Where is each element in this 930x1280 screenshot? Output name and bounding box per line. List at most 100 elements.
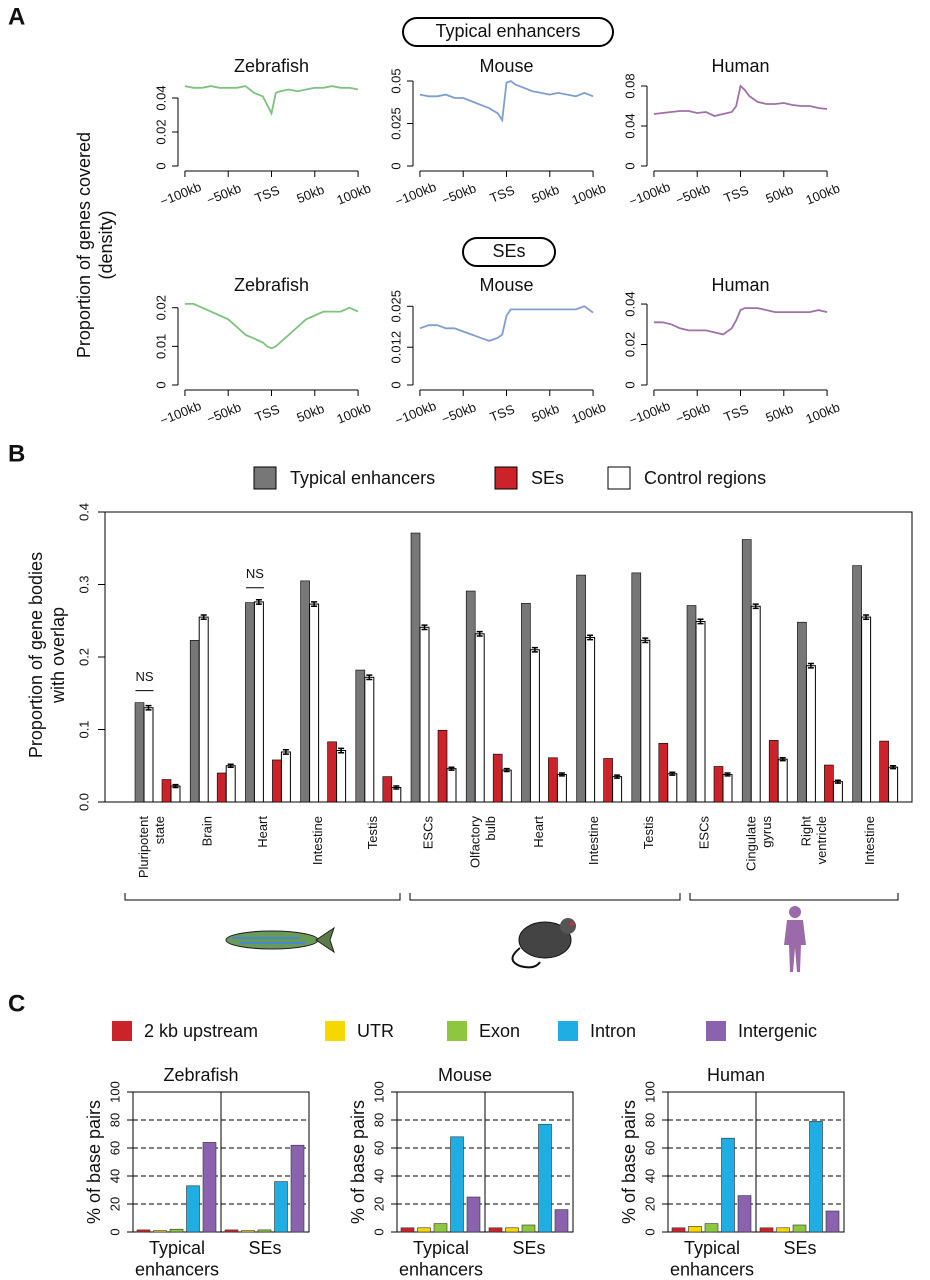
control-bar: [364, 676, 375, 803]
y-tick-label: 0: [371, 1228, 386, 1235]
bar: [169, 1228, 184, 1233]
error-bar: [448, 766, 455, 771]
bar: [792, 1224, 807, 1233]
x-tick-label: −50kb: [439, 399, 478, 426]
y-tick-label: 80: [371, 1113, 386, 1127]
y-tick-label: 0: [388, 381, 403, 388]
error-bar: [145, 704, 152, 711]
bar: [465, 590, 476, 803]
error-bar: [752, 603, 759, 610]
chart-title: Zebrafish: [234, 275, 309, 295]
panel-label: B: [8, 440, 25, 467]
y-tick-label: 80: [107, 1113, 122, 1127]
y-tick-label: 0: [153, 381, 168, 388]
bar: [737, 1195, 752, 1233]
x-tick-label: −100kb: [627, 398, 673, 428]
bar: [538, 1123, 552, 1233]
x-tick-label: Olfactorybulb: [468, 816, 499, 869]
y-tick-label: 0.012: [388, 331, 403, 364]
chart-title: Mouse: [479, 56, 533, 76]
x-tick-label: Cingulategyrus: [744, 816, 775, 871]
legend-label: Intron: [590, 1021, 636, 1041]
y-tick-label: 100: [371, 1081, 386, 1103]
bar: [776, 1227, 790, 1233]
bar: [713, 766, 724, 803]
legend-swatch: [253, 466, 277, 490]
x-tick-label: TSS: [722, 182, 751, 206]
bar: [410, 532, 421, 803]
plot-frame: [104, 511, 913, 803]
bar: [576, 574, 586, 803]
y-tick-label: 100: [107, 1081, 122, 1103]
x-tick-label: TSS: [253, 182, 282, 206]
error-bar: [724, 772, 731, 777]
bar: [153, 1230, 167, 1233]
y-tick-label: 0.2: [76, 648, 91, 666]
x-tick-label: Intestine: [862, 816, 877, 865]
legend-swatch: [112, 1021, 132, 1041]
error-bar: [200, 614, 207, 621]
control-bar: [556, 773, 567, 803]
bar: [671, 1227, 686, 1233]
x-tick-label: ESCs: [420, 816, 435, 850]
y-tick-label: 0.02: [622, 332, 637, 357]
control-bar: [170, 785, 181, 803]
error-bar: [779, 757, 786, 762]
bar: [631, 572, 642, 803]
error-bar: [503, 767, 510, 773]
x-tick-label: Intestine: [586, 816, 601, 865]
bar: [274, 1181, 288, 1233]
bar: [704, 1223, 719, 1233]
bar: [450, 1136, 464, 1233]
y-axis-label: % of base pairs: [84, 1100, 104, 1224]
error-bar: [669, 771, 676, 776]
panel-label: A: [8, 3, 25, 30]
annotation: NS: [246, 566, 264, 581]
x-tick-label: −100kb: [393, 398, 439, 428]
bar: [825, 1210, 840, 1233]
x-tick-label: 100kb: [569, 399, 607, 426]
y-tick-label: 0: [642, 1228, 657, 1235]
x-tick-label: 50kb: [530, 401, 562, 425]
y-tick-label: 0.04: [153, 85, 168, 110]
panel-label: C: [8, 990, 25, 1017]
bar: [202, 1142, 217, 1233]
x-tick-label: 50kb: [295, 182, 327, 206]
control-bar: [446, 768, 457, 803]
bar: [505, 1227, 519, 1233]
row-header: Typical enhancers: [435, 21, 580, 41]
y-tick-label: 0.08: [622, 73, 637, 98]
row-header: SEs: [492, 241, 525, 261]
bar: [768, 740, 779, 803]
x-tick-label: SEs: [783, 1238, 816, 1258]
x-tick-label: Testis: [641, 816, 656, 850]
error-bar: [614, 774, 621, 779]
header-box: [402, 17, 614, 47]
x-tick-label: TSS: [253, 401, 282, 425]
density-line: [653, 307, 828, 336]
bar: [241, 1230, 255, 1233]
bar: [658, 742, 669, 803]
bar: [433, 1223, 448, 1233]
bar: [488, 1227, 503, 1233]
bar: [272, 759, 282, 803]
x-tick-label: TSS: [488, 401, 517, 425]
y-tick-label: 0: [622, 381, 637, 388]
density-line: [419, 305, 594, 342]
y-tick-label: 60: [371, 1141, 386, 1155]
x-tick-label: Brain: [200, 816, 215, 846]
error-bar: [863, 614, 870, 621]
error-bar: [393, 785, 400, 790]
y-tick-label: 20: [107, 1197, 122, 1211]
x-tick-label: SEs: [512, 1238, 545, 1258]
x-tick-label: 50kb: [295, 401, 327, 425]
control-bar: [750, 605, 761, 803]
bar: [759, 1227, 774, 1233]
control-bar: [640, 639, 651, 803]
bar: [327, 741, 337, 803]
bar: [245, 602, 255, 803]
density-line: [184, 303, 359, 350]
x-tick-label: Heart: [531, 816, 546, 848]
error-bar: [807, 662, 814, 669]
control-bar: [695, 620, 706, 803]
